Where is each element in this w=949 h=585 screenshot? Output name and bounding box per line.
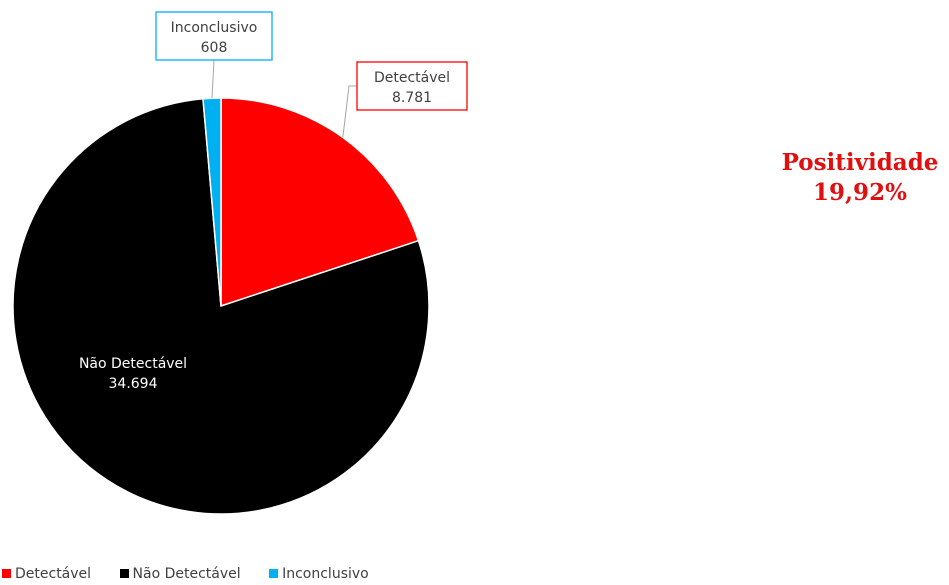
data-label-detectavel-box [356, 61, 468, 111]
data-label-detectavel: Detectável 8.781 [356, 61, 468, 111]
leader-lines [211, 59, 357, 138]
positivity-annotation: Positividade 19,92% [760, 148, 949, 208]
pie-slice-detectavel [220, 97, 420, 308]
legend-item-inconclusivo: Inconclusivo [269, 566, 369, 582]
pie-slices [12, 97, 430, 515]
leader-line-inconclusivo [211, 59, 215, 99]
legend-label-nao-detectavel: Não Detectável [132, 566, 241, 582]
data-label-nao-detectavel-name: Não Detectável [79, 356, 187, 372]
data-label-detectavel-name: Detectável [374, 70, 450, 86]
positivity-value: 19,92% [813, 179, 907, 206]
positivity-label: Positividade [781, 149, 939, 176]
data-label-detectavel-value: 8.781 [392, 90, 432, 106]
legend-item-detectavel: Detectável [2, 566, 91, 582]
leader-line-detectavel [342, 85, 357, 138]
legend-item-nao-detectavel: Não Detectável [119, 566, 241, 582]
legend-label-detectavel: Detectável [15, 566, 92, 582]
data-label-nao-detectavel-value: 34.694 [109, 376, 158, 392]
legend-label-inconclusivo: Inconclusivo [282, 566, 369, 582]
data-label-inconclusivo-name: Inconclusivo [171, 20, 258, 36]
legend-swatch-nao-detectavel [119, 569, 129, 578]
data-label-nao-detectavel: Não Detectável 34.694 [79, 356, 187, 392]
pie-slice-nao-detectavel [12, 97, 430, 515]
data-label-inconclusivo-box [155, 11, 273, 61]
legend-swatch-detectavel [2, 569, 11, 578]
legend-swatch-inconclusivo [269, 569, 279, 578]
data-label-inconclusivo-value: 608 [201, 40, 228, 56]
data-label-inconclusivo: Inconclusivo 608 [155, 11, 273, 61]
chart-legend: Detectável Não Detectável Inconclusivo [2, 566, 393, 582]
